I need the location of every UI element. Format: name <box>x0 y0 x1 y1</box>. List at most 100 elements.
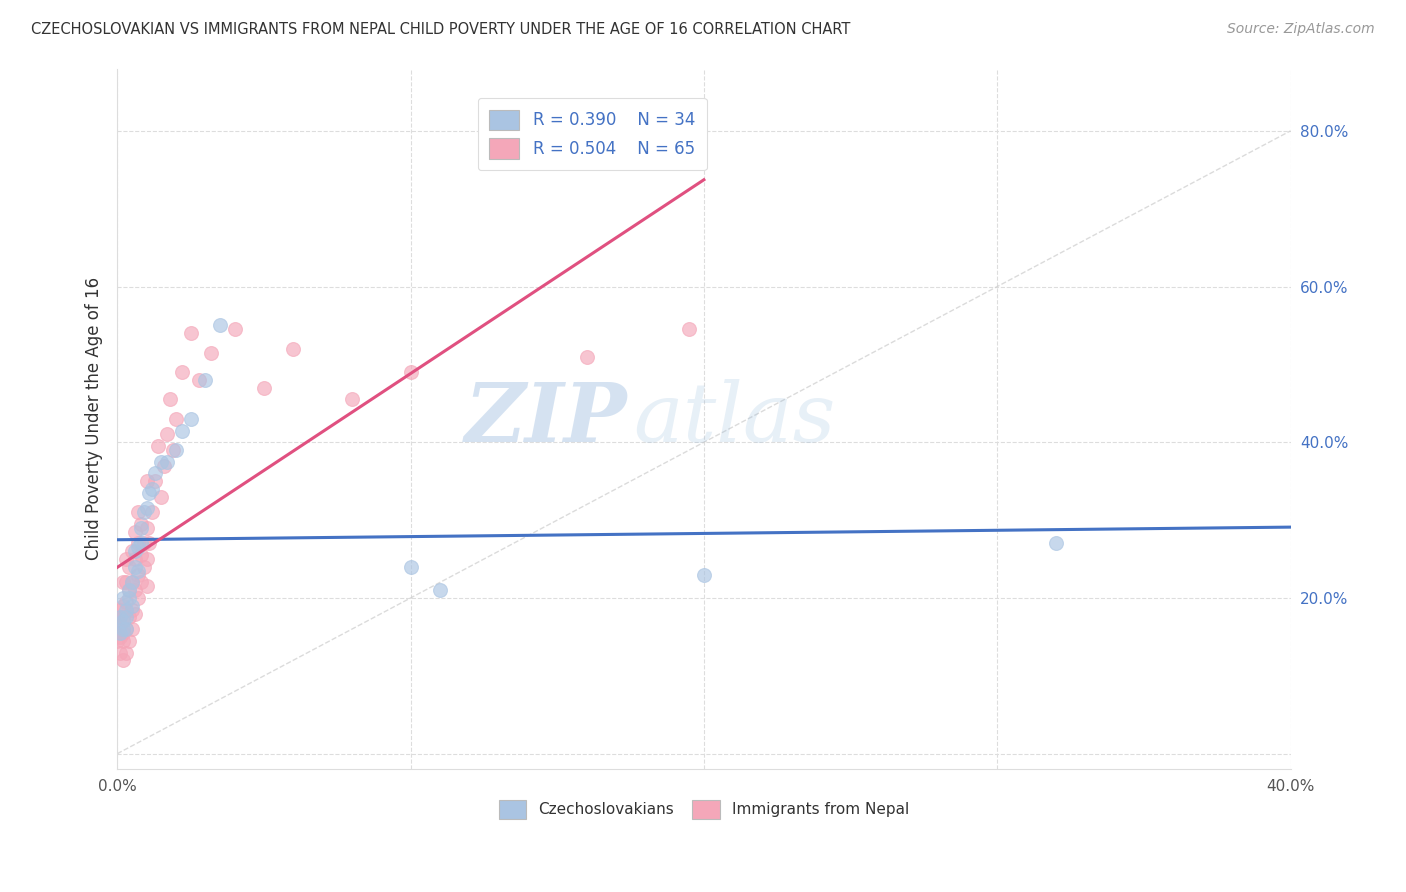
Point <box>135 552 157 566</box>
Point <box>399 365 422 379</box>
Point <box>129 521 152 535</box>
Point <box>135 521 157 535</box>
Point <box>118 583 141 598</box>
Point <box>132 536 155 550</box>
Point <box>194 373 217 387</box>
Point <box>127 505 149 519</box>
Point <box>121 575 143 590</box>
Point <box>108 602 131 616</box>
Point <box>127 567 149 582</box>
Point <box>143 467 166 481</box>
Point <box>170 424 193 438</box>
Point <box>165 412 187 426</box>
Text: atlas: atlas <box>634 379 835 458</box>
Point <box>118 610 141 624</box>
Point <box>129 548 152 562</box>
Point <box>124 544 146 558</box>
Point <box>105 618 128 632</box>
Point <box>115 595 138 609</box>
Point <box>112 591 135 605</box>
Point <box>118 591 141 605</box>
Point <box>108 610 131 624</box>
Point <box>135 579 157 593</box>
Point <box>141 482 163 496</box>
Y-axis label: Child Poverty Under the Age of 16: Child Poverty Under the Age of 16 <box>86 277 103 560</box>
Point <box>165 443 187 458</box>
Point <box>115 575 138 590</box>
Point <box>156 455 179 469</box>
Point <box>399 559 422 574</box>
Point <box>121 602 143 616</box>
Point <box>188 373 211 387</box>
Point <box>693 567 716 582</box>
Point <box>180 412 202 426</box>
Point <box>180 326 202 341</box>
Text: ZIP: ZIP <box>465 379 627 458</box>
Point <box>208 318 231 333</box>
Text: CZECHOSLOVAKIAN VS IMMIGRANTS FROM NEPAL CHILD POVERTY UNDER THE AGE OF 16 CORRE: CZECHOSLOVAKIAN VS IMMIGRANTS FROM NEPAL… <box>31 22 851 37</box>
Point <box>115 602 138 616</box>
Point <box>108 646 131 660</box>
Point <box>153 458 176 473</box>
Point <box>112 599 135 613</box>
Point <box>129 575 152 590</box>
Point <box>115 622 138 636</box>
Point <box>127 591 149 605</box>
Point <box>138 536 160 550</box>
Point <box>112 626 135 640</box>
Point <box>156 427 179 442</box>
Point <box>132 559 155 574</box>
Point <box>127 541 149 555</box>
Point <box>575 350 598 364</box>
Point <box>105 626 128 640</box>
Point <box>115 646 138 660</box>
Point <box>108 618 131 632</box>
Point <box>124 607 146 621</box>
Point <box>121 575 143 590</box>
Point <box>135 501 157 516</box>
Point <box>121 544 143 558</box>
Text: Source: ZipAtlas.com: Source: ZipAtlas.com <box>1227 22 1375 37</box>
Point <box>138 486 160 500</box>
Point <box>108 610 131 624</box>
Point <box>118 633 141 648</box>
Point <box>253 381 276 395</box>
Point <box>148 439 170 453</box>
Point <box>159 392 181 407</box>
Point <box>678 322 700 336</box>
Point <box>112 575 135 590</box>
Point <box>118 583 141 598</box>
Point <box>141 505 163 519</box>
Point <box>121 622 143 636</box>
Point <box>129 516 152 531</box>
Point <box>127 564 149 578</box>
Point <box>121 599 143 613</box>
Point <box>150 490 173 504</box>
Point <box>170 365 193 379</box>
Point <box>224 322 246 336</box>
Point <box>105 633 128 648</box>
Point <box>112 622 135 636</box>
Point <box>200 345 222 359</box>
Point <box>112 610 135 624</box>
Point <box>112 615 135 629</box>
Legend: Czechoslovakians, Immigrants from Nepal: Czechoslovakians, Immigrants from Nepal <box>492 794 915 825</box>
Point <box>118 559 141 574</box>
Point <box>124 524 146 539</box>
Point <box>340 392 363 407</box>
Point <box>115 610 138 624</box>
Point <box>124 583 146 598</box>
Point <box>124 559 146 574</box>
Point <box>112 633 135 648</box>
Point <box>283 342 305 356</box>
Point <box>127 536 149 550</box>
Point <box>135 474 157 488</box>
Point <box>129 536 152 550</box>
Point <box>115 622 138 636</box>
Point <box>143 474 166 488</box>
Point <box>1045 536 1067 550</box>
Point <box>124 552 146 566</box>
Point <box>132 505 155 519</box>
Point <box>115 552 138 566</box>
Point <box>162 443 184 458</box>
